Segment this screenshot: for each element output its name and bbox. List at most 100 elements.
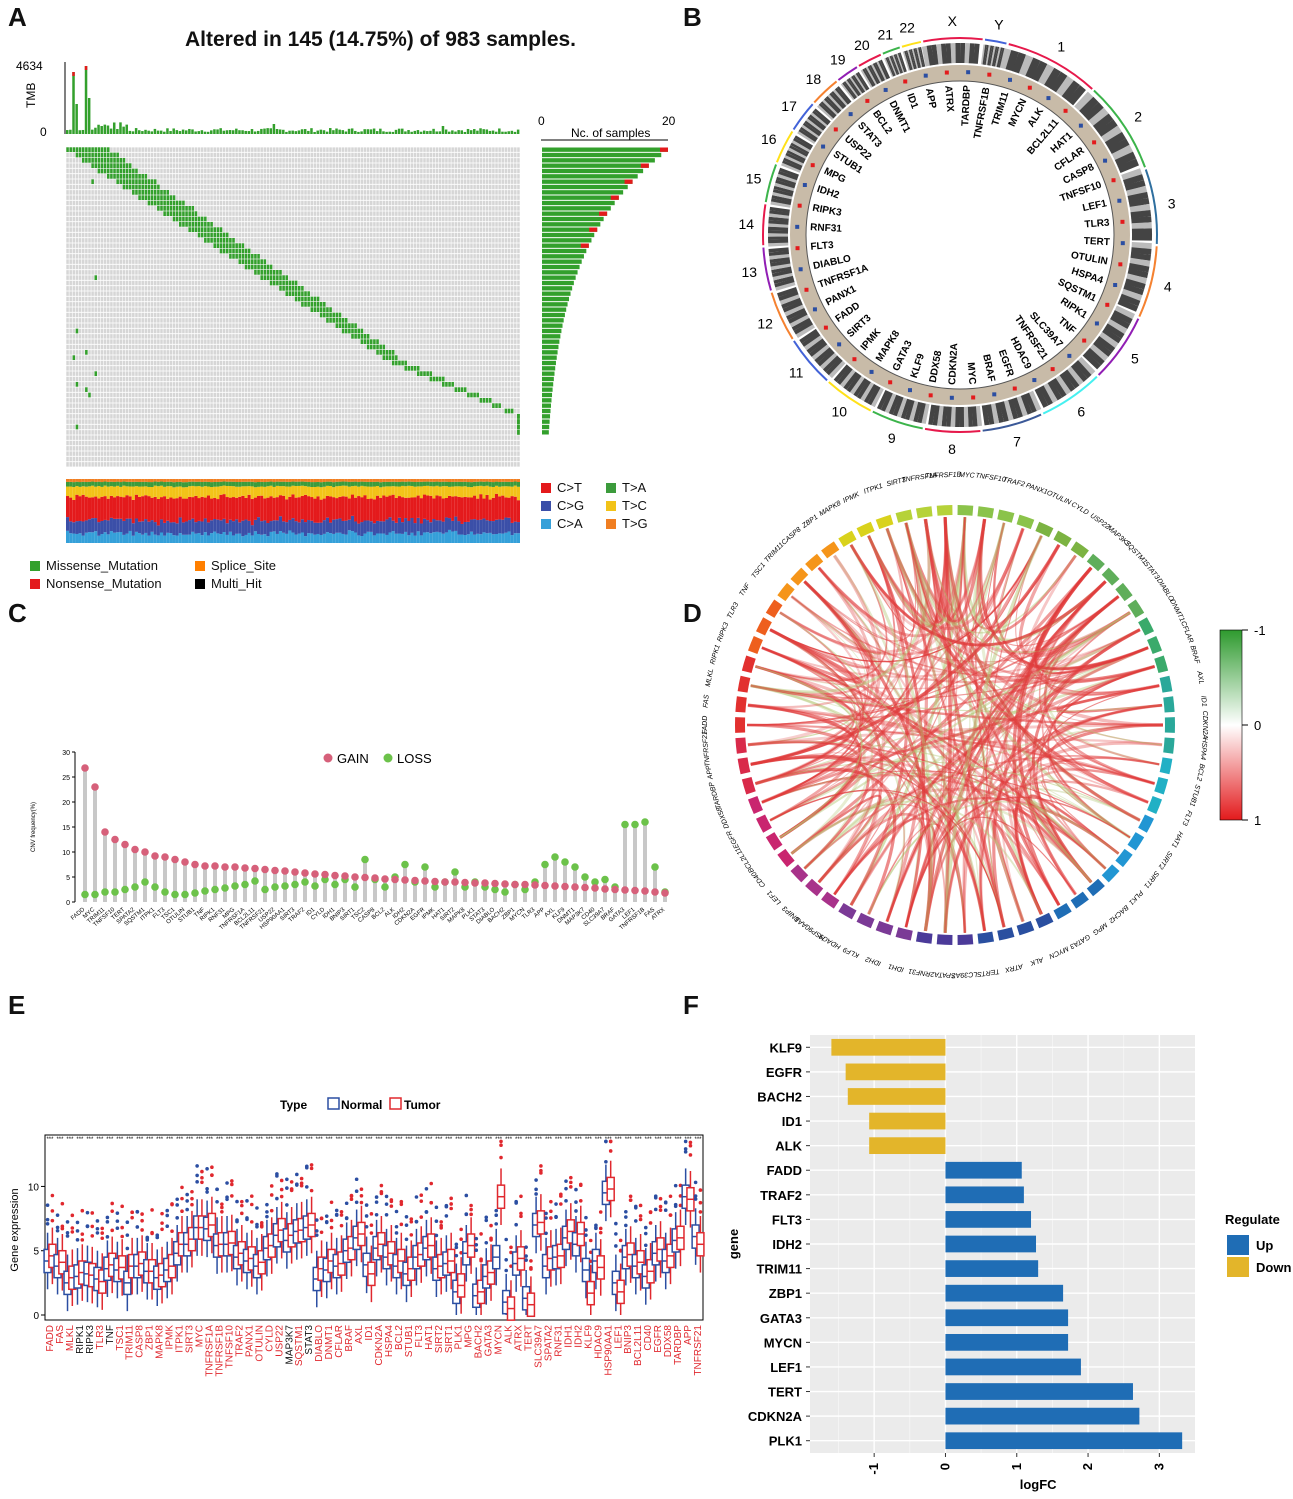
gain-point [411, 876, 419, 885]
significance-mark: *** [96, 1137, 104, 1143]
cytoband [990, 403, 1000, 424]
titv-segment [316, 533, 320, 543]
titv-segment [134, 486, 139, 495]
y-axis-label: gene [726, 1229, 741, 1259]
chromosome-arc [793, 340, 828, 382]
tmb-bar [109, 128, 113, 134]
cytoband [843, 371, 859, 390]
outlier-point [220, 1210, 224, 1214]
gain-point [251, 864, 259, 873]
outlier-point [698, 1200, 703, 1205]
titv-segment [172, 522, 176, 536]
tmb-bar [91, 129, 94, 134]
outlier-point [165, 1224, 170, 1229]
titv-segment [347, 530, 351, 543]
gain-point [591, 884, 599, 892]
legend-multi: Multi_Hit [195, 576, 262, 591]
outlier-point [459, 1227, 463, 1232]
significance-mark: *** [665, 1137, 673, 1143]
significance-mark: *** [675, 1137, 683, 1143]
nc-bar-nonsense [660, 147, 668, 152]
circos-gene-label: ID1 [904, 92, 920, 111]
outlier-point [584, 1228, 588, 1232]
outlier-point [384, 1194, 389, 1199]
cytoband [1130, 210, 1152, 219]
titv-segment [507, 517, 511, 532]
mutation-cell [382, 355, 386, 361]
chord-sector [957, 934, 974, 945]
chord-link [991, 819, 1043, 923]
cytoband [843, 81, 858, 99]
loss-point [641, 818, 649, 826]
logfc-bar [945, 1432, 1183, 1450]
chord-gene-label: ATRX [1004, 962, 1025, 973]
gain-point [551, 882, 559, 890]
cytoband [871, 387, 884, 408]
gene-marker [966, 70, 971, 75]
titv-segment [322, 498, 326, 521]
outlier-point [95, 1219, 100, 1223]
mutation-cell [360, 339, 364, 345]
nc-bar [542, 216, 604, 222]
category-label: TNFRSF1A [205, 1325, 216, 1377]
chord-sector [1101, 864, 1120, 883]
nc-bar [542, 168, 644, 174]
titv-segment [141, 479, 145, 482]
titv-segment [219, 479, 223, 482]
titv-segment [391, 486, 395, 495]
cytoband [1131, 222, 1152, 230]
outlier-point [449, 1196, 453, 1201]
category-label: SIRT1 [444, 1325, 455, 1354]
cytoband [1063, 369, 1080, 389]
outlier-point [220, 1205, 224, 1210]
cytoband [782, 160, 802, 171]
category-label: RNF31 [553, 1325, 564, 1357]
titv-segment [184, 482, 189, 488]
titv-segment [235, 479, 239, 482]
gain-point [541, 881, 549, 890]
mutation-cell [132, 189, 135, 195]
chord-gene-label: RIPK1 [709, 644, 721, 665]
gene-marker [821, 144, 826, 149]
mutation-cell [257, 253, 260, 259]
mutation-cell [188, 216, 191, 222]
titv-segment [429, 495, 433, 523]
titv-segment [228, 531, 232, 543]
titv-segment [266, 497, 270, 524]
titv-segment [294, 479, 298, 482]
cytoband [769, 206, 790, 213]
loss-point [571, 863, 579, 871]
mutation-cell [454, 387, 458, 393]
chord-gene-label: FAS [703, 694, 711, 708]
category-label: AXL [354, 1325, 365, 1344]
titv-segment [466, 482, 470, 487]
cytoband [774, 182, 795, 192]
titv-segment [513, 479, 517, 482]
titv-segment [112, 497, 117, 519]
tmb-bar [313, 131, 316, 134]
logfc-bar-chart: KLF9EGFRBACH2ID1ALKFADDTRAF2FLT3IDH2TRIM… [726, 1035, 1291, 1492]
mutation-cell [319, 307, 323, 313]
titv-segment [297, 481, 301, 486]
titv-segment [385, 486, 389, 497]
mutation-cell [517, 424, 520, 430]
gene-marker [1105, 302, 1110, 307]
tmb-bar [300, 129, 304, 134]
outlier-point [653, 1207, 658, 1212]
mutation-cell [204, 237, 207, 243]
titv-segment [84, 481, 88, 487]
titv-segment [144, 486, 148, 496]
mutation-cell [147, 184, 151, 190]
titv-segment [163, 535, 167, 543]
chord-sector [838, 903, 857, 920]
mutation-cell [88, 147, 91, 153]
significance-mark: *** [635, 1137, 643, 1143]
chord-link [750, 684, 1164, 727]
titv-segment [432, 532, 436, 543]
circos-gene-label: EGFR [996, 348, 1016, 379]
titv-segment [394, 486, 398, 498]
mutation-cell [185, 211, 188, 217]
significance-mark: *** [246, 1137, 254, 1143]
mutation-cell [94, 157, 98, 163]
titv-segment [69, 486, 73, 498]
